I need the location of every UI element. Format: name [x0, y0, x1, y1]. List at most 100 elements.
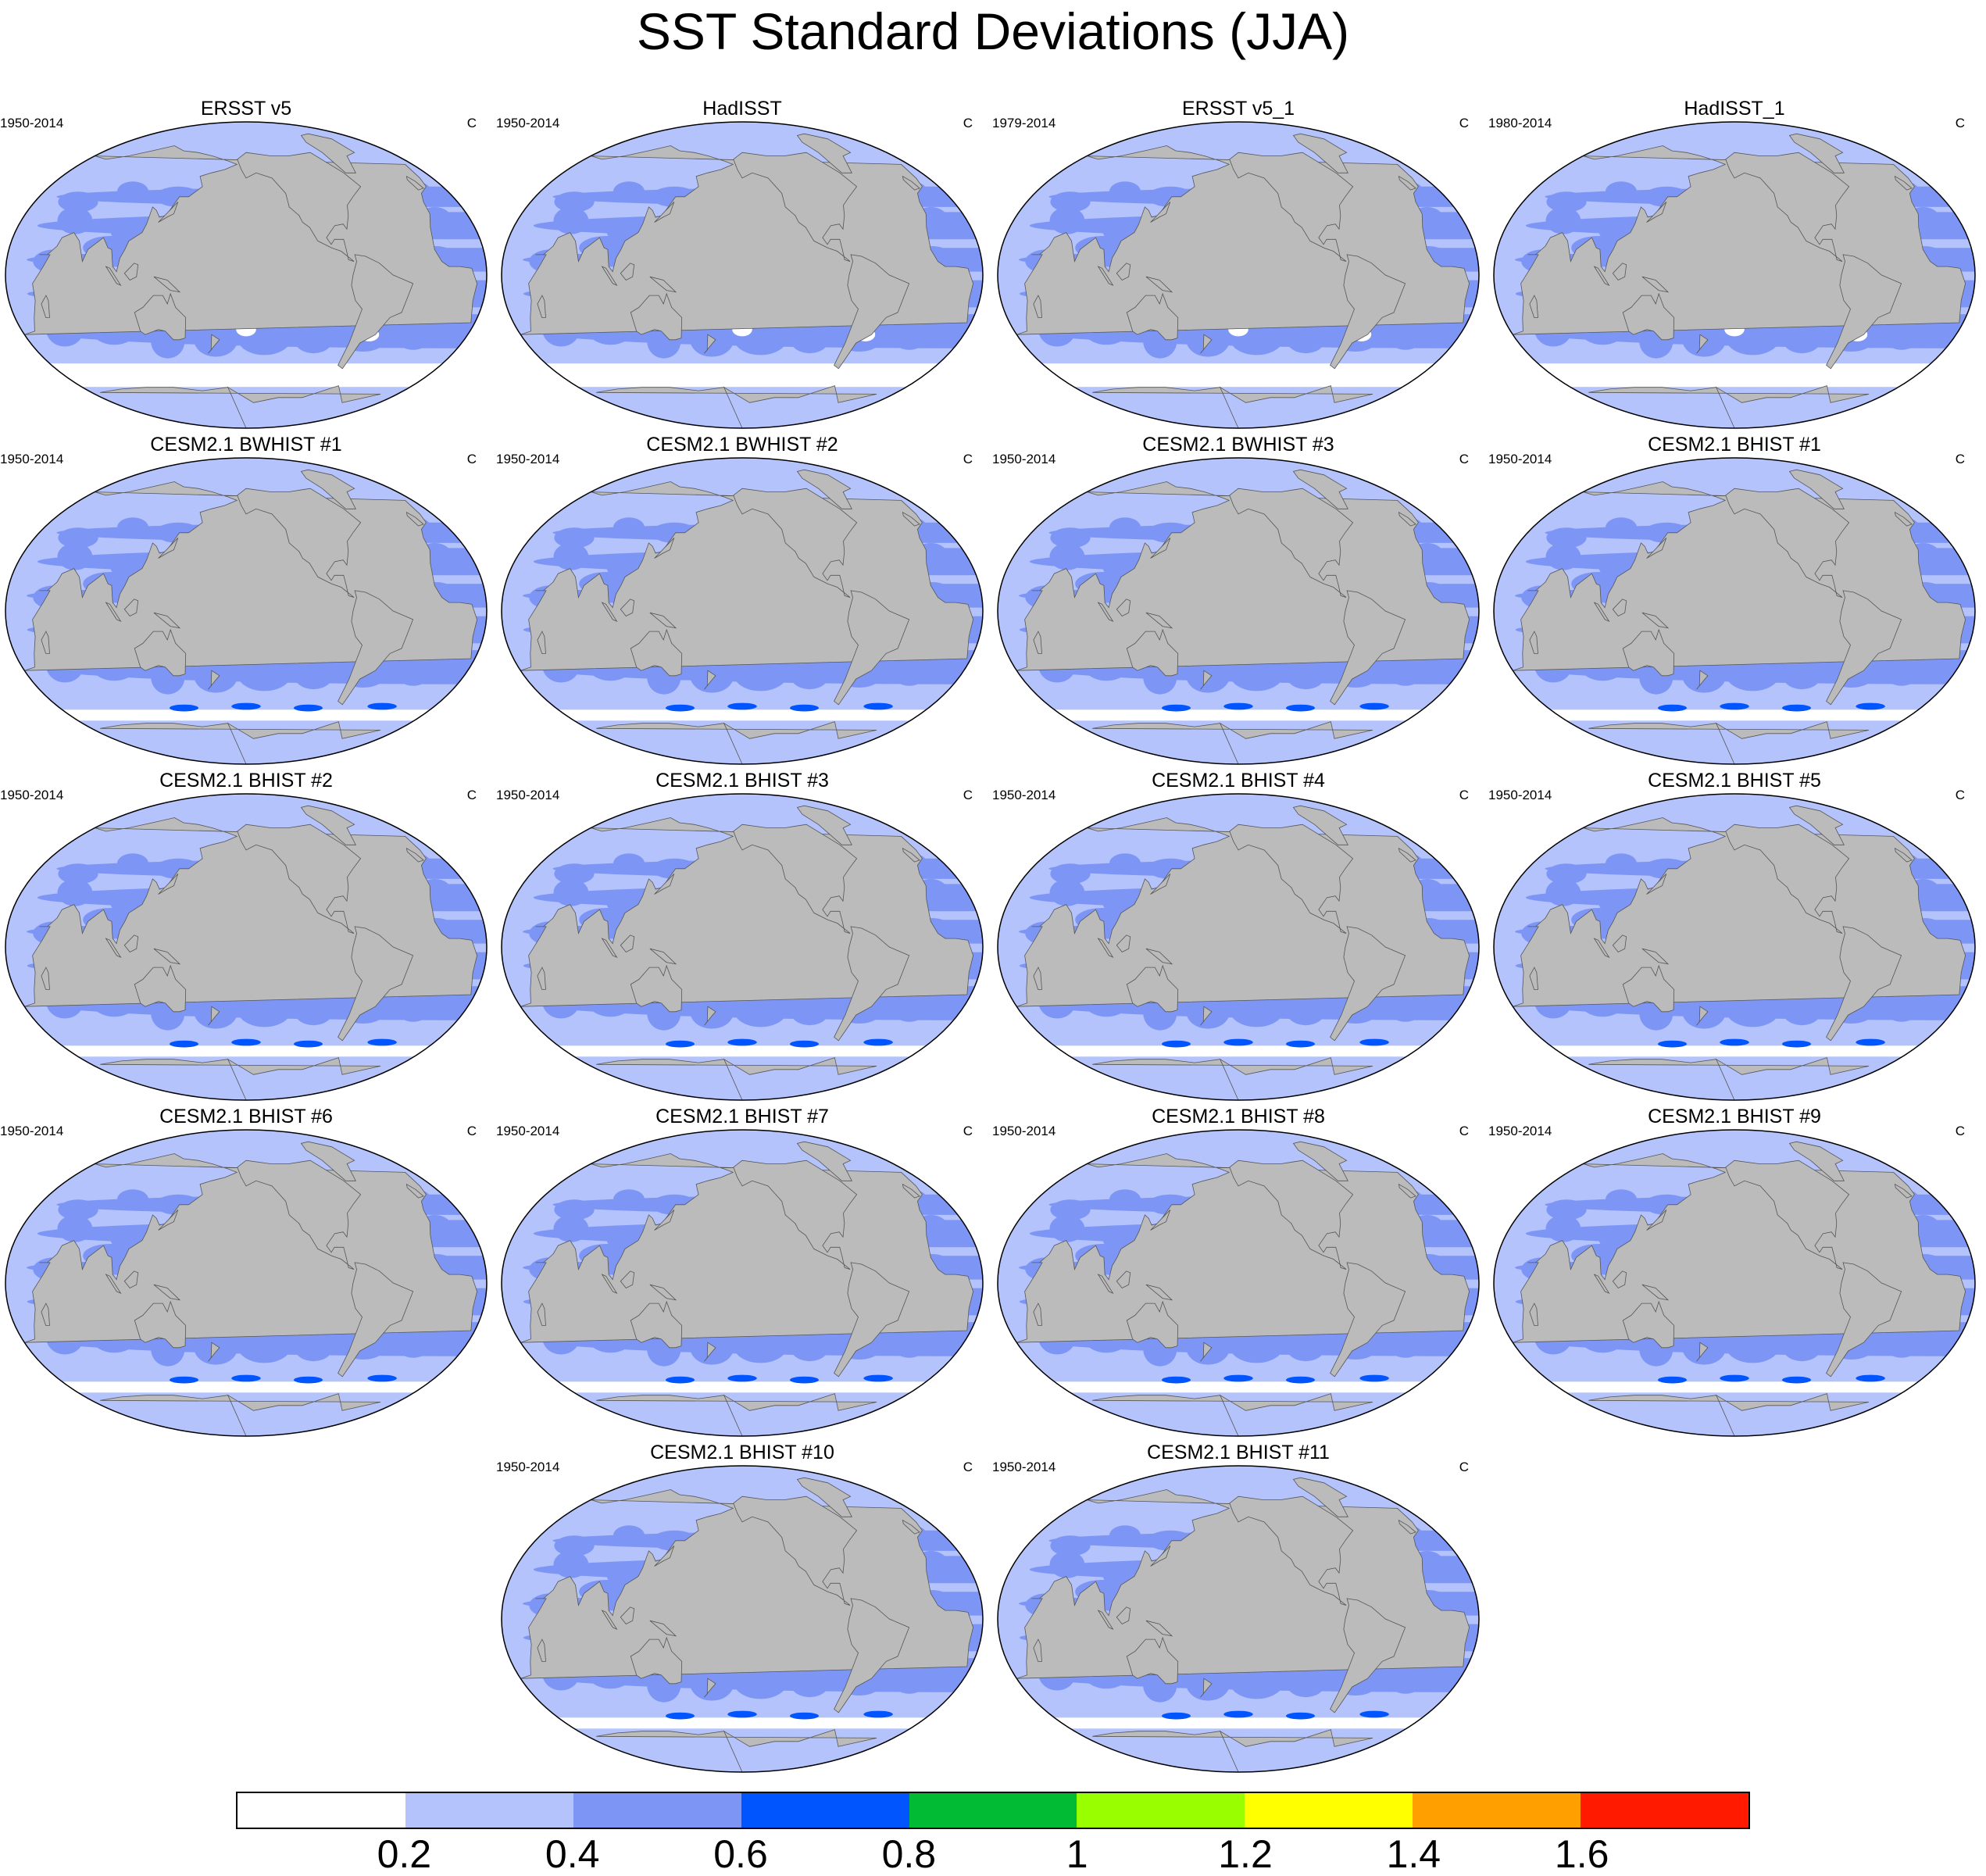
ocean-patch: [116, 853, 149, 874]
map-image: [997, 457, 1480, 765]
panel-unit: C: [466, 788, 477, 802]
ocean-patch: [292, 319, 334, 354]
ocean-patch: [58, 527, 98, 549]
panel-period: 1950-2014: [0, 116, 64, 130]
land-new-guinea: [1641, 276, 1670, 293]
land-uk: [405, 511, 424, 527]
southern-ocean-patch: [1720, 702, 1749, 710]
land-japan: [158, 874, 179, 895]
ocean-patch: [1049, 878, 1085, 906]
land-japan: [1150, 1545, 1171, 1567]
southern-ocean-patch: [1223, 1710, 1253, 1718]
southern-ocean-patch: [1162, 1040, 1191, 1048]
land-south-america: [338, 1262, 414, 1378]
ocean-patch: [1050, 1199, 1091, 1220]
southern-ocean-patch: [1359, 1038, 1389, 1046]
panel-period: 1950-2014: [992, 452, 1056, 466]
land-australia: [1622, 292, 1675, 341]
southern-ocean-patch: [1720, 1038, 1749, 1046]
ocean-patch: [292, 655, 334, 690]
panel-title: ERSST v5_1: [1181, 98, 1295, 120]
southern-ocean-patch: [1286, 704, 1315, 712]
southern-ocean-patch: [863, 1710, 893, 1718]
panel-unit: C: [1459, 452, 1469, 466]
southern-ocean-band: [5, 709, 487, 721]
colorbar-swatch: [573, 1793, 741, 1828]
southern-ocean-patch: [1856, 1374, 1885, 1382]
southern-ocean-band: [502, 1045, 983, 1057]
map-outline: [501, 121, 984, 429]
land-new-guinea: [1145, 948, 1173, 965]
map-image: [501, 457, 984, 765]
land-borneo: [1116, 599, 1131, 617]
southern-ocean-patch: [1162, 1712, 1191, 1720]
land-uk: [1398, 1183, 1416, 1199]
land-antarctica: [1588, 1057, 1870, 1100]
ocean-patch: [292, 991, 334, 1026]
map-panel: CESM2.1 BHIST #6 1950-2014 C: [0, 1103, 492, 1439]
ocean-patch: [788, 1327, 830, 1362]
land-new-guinea: [649, 948, 677, 965]
land-borneo: [620, 1606, 635, 1625]
panel-unit: C: [466, 116, 477, 130]
ocean-patch: [554, 863, 595, 884]
land-greenland: [796, 1477, 852, 1517]
ocean-patch: [1109, 181, 1141, 202]
land-borneo: [123, 1270, 139, 1289]
land-sumatra: [601, 266, 618, 286]
map-panel: CESM2.1 BHIST #3 1950-2014 C: [496, 767, 988, 1103]
land-borneo: [1612, 263, 1627, 281]
land-madagascar: [537, 631, 546, 654]
southern-ocean-patch: [863, 702, 893, 710]
land-australia: [134, 1300, 187, 1349]
land-new-guinea: [649, 612, 677, 629]
land-greenland: [300, 1141, 356, 1181]
ocean-patch: [1545, 878, 1581, 906]
colorbar-tick-label: 1.4: [1386, 1832, 1441, 1876]
ocean-patch: [116, 517, 149, 538]
southern-ocean-patch: [1162, 704, 1191, 712]
colorbar: [236, 1792, 1750, 1829]
land-greenland: [1788, 805, 1845, 845]
southern-ocean-patch: [727, 1038, 757, 1046]
land-japan: [1150, 202, 1171, 223]
colorbar-tick-label: 0.4: [545, 1832, 600, 1876]
land-sumatra: [1593, 1274, 1610, 1294]
ocean-patch: [554, 1535, 595, 1556]
ocean-patch: [1545, 1214, 1581, 1242]
map-panel: ERSST v5 1950-2014 C: [0, 95, 492, 431]
land-borneo: [620, 263, 635, 281]
colorbar-swatch: [1245, 1793, 1413, 1828]
southern-ocean-patch: [1359, 1710, 1389, 1718]
land-sumatra: [1097, 266, 1114, 286]
land-uk: [405, 847, 424, 863]
land-uk: [1398, 511, 1416, 527]
southern-ocean-band: [5, 1045, 487, 1057]
ocean-patch: [788, 1663, 830, 1698]
panel-period: 1950-2014: [496, 1460, 560, 1474]
panel-unit: C: [1459, 788, 1469, 802]
land-north-america: [1725, 152, 1850, 262]
land-borneo: [1116, 1606, 1131, 1625]
land-japan: [654, 1210, 675, 1231]
land-uk: [902, 511, 920, 527]
map-image: [1493, 1129, 1976, 1437]
land-madagascar: [1033, 967, 1042, 990]
southern-ocean-band: [998, 709, 1479, 721]
southern-ocean-patch: [666, 704, 695, 712]
land-south-america: [1826, 926, 1902, 1042]
land-sumatra: [1097, 602, 1114, 622]
southern-ocean-patch: [666, 1712, 695, 1720]
map-panel: CESM2.1 BHIST #11 1950-2014 C: [992, 1439, 1484, 1775]
land-uk: [902, 175, 920, 191]
ocean-patch: [1546, 191, 1587, 213]
map-panel: CESM2.1 BHIST #2 1950-2014 C: [0, 767, 492, 1103]
land-south-america: [1826, 590, 1902, 706]
southern-ocean-patch: [1720, 1374, 1749, 1382]
land-greenland: [1788, 133, 1845, 173]
land-australia: [1126, 1636, 1179, 1685]
land-sumatra: [1097, 1610, 1114, 1630]
ocean-patch: [1545, 542, 1581, 570]
map-panel: CESM2.1 BWHIST #1 1950-2014 C: [0, 431, 492, 767]
panel-title: CESM2.1 BWHIST #3: [1142, 434, 1334, 456]
